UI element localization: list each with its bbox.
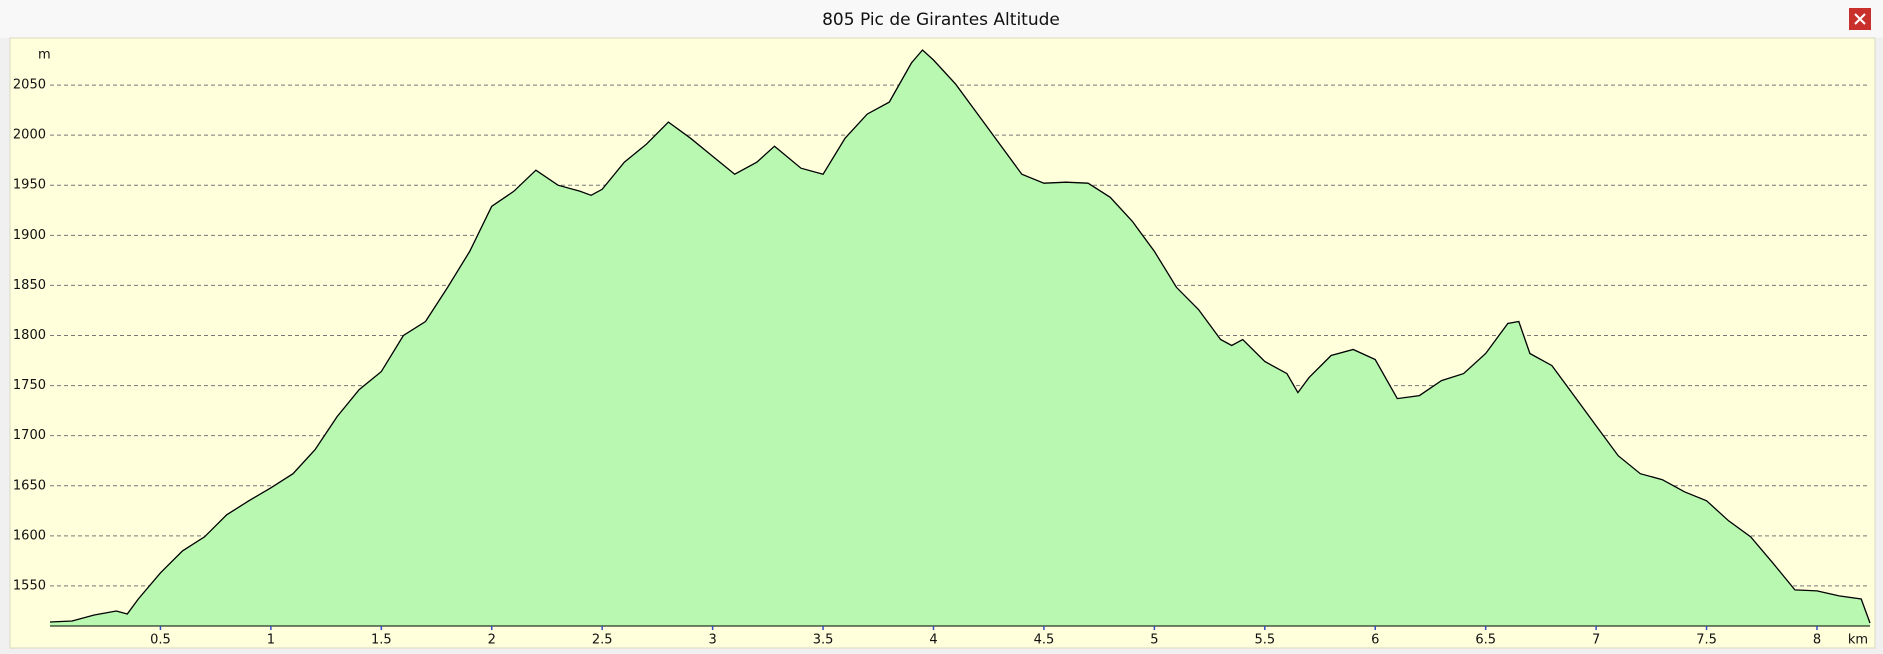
x-tick-label: 7 <box>1592 633 1600 648</box>
y-tick-label: 1600 <box>13 528 46 543</box>
y-tick-label: 1750 <box>13 378 46 393</box>
y-tick-label: 1650 <box>13 478 46 493</box>
x-tick-label: 6 <box>1371 633 1379 648</box>
x-tick-label: 1 <box>267 633 275 648</box>
y-tick-label: 1700 <box>13 428 46 443</box>
title-bar <box>0 0 1883 38</box>
x-tick-label: 3.5 <box>813 633 834 648</box>
x-tick-label: 7.5 <box>1696 633 1717 648</box>
y-tick-label: 1950 <box>13 178 46 193</box>
y-unit: m <box>38 48 51 63</box>
y-tick-label: 1850 <box>13 278 46 293</box>
x-tick-label: 4.5 <box>1034 633 1055 648</box>
x-tick-label: 5.5 <box>1254 633 1275 648</box>
close-button[interactable] <box>1849 8 1871 30</box>
x-tick-label: 4 <box>929 633 937 648</box>
x-tick-label: 3 <box>708 633 716 648</box>
area-fill <box>50 50 1870 626</box>
x-tick-label: 1.5 <box>371 633 392 648</box>
profile-line <box>49 49 1871 624</box>
x-tick-label: 5 <box>1150 633 1158 648</box>
x-unit: km <box>1848 633 1868 648</box>
y-tick-label: 1550 <box>13 578 46 593</box>
x-tick-label: 0.5 <box>150 633 171 648</box>
x-tick-label: 8 <box>1813 633 1821 648</box>
y-tick-label: 1800 <box>13 328 46 343</box>
x-tick-label: 2.5 <box>592 633 613 648</box>
x-tick-label: 2 <box>488 633 496 648</box>
y-tick-label: 2000 <box>13 128 46 143</box>
y-tick-label: 2050 <box>13 78 46 93</box>
y-tick-label: 1900 <box>13 228 46 243</box>
x-tick-label: 6.5 <box>1475 633 1496 648</box>
window-title: 805 Pic de Girantes Altitude <box>822 10 1060 30</box>
